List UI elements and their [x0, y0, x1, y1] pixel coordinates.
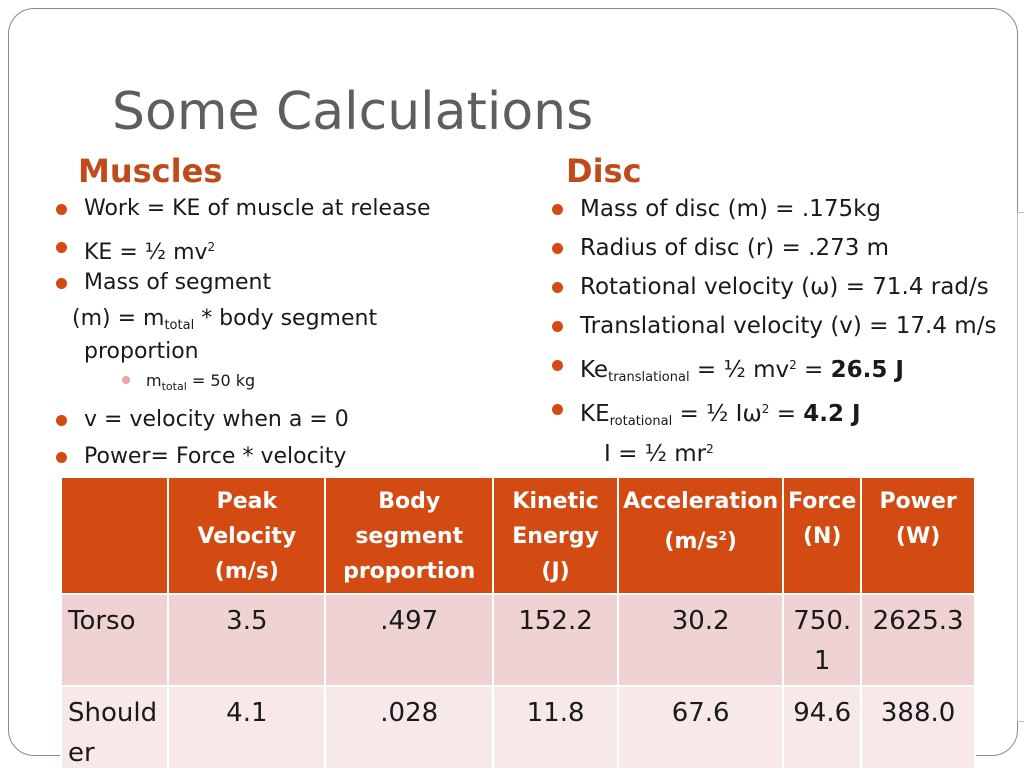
table-cell: 2625.3: [860, 593, 976, 687]
table-cell: 4.1: [167, 685, 327, 768]
list-item: Rotational velocity (ω) = 71.4 rad/s: [552, 272, 1010, 311]
list-item: Mass of segment: [56, 268, 504, 304]
list-item: KErotational = ½ Iω2 = 4.2 J: [552, 394, 1010, 434]
inertia-formula: I = ½ mr2: [604, 441, 714, 467]
table-cell: 67.6: [617, 685, 785, 768]
bullet-icon: [56, 415, 67, 426]
sub-bullet-icon: [122, 376, 130, 384]
bullet-icon: [552, 321, 563, 332]
header-peak-velocity: Peak Velocity (m/s): [167, 476, 327, 595]
table-cell: 152.2: [491, 593, 620, 687]
calculations-table: Peak Velocity (m/s) Body segment proport…: [59, 476, 976, 768]
table-cell: .497: [324, 593, 494, 687]
row-label: Torso: [59, 593, 170, 687]
bullet-icon: [552, 360, 563, 371]
list-item: Radius of disc (r) = .273 m: [552, 233, 1010, 272]
header-empty: [59, 476, 170, 595]
list-item: Power= Force * velocity: [56, 442, 504, 478]
list-item: Ketranslational = ½ mv2 = 26.5 J: [552, 350, 1010, 394]
table-cell: 94.6: [782, 685, 863, 768]
muscles-bullet-list: Work = KE of muscle at release KE = ½ mv…: [56, 194, 504, 478]
row-label: Shoulder: [59, 685, 170, 768]
muscles-heading: Muscles: [78, 152, 223, 190]
bullet-icon: [552, 204, 563, 215]
header-force: Force (N): [782, 476, 863, 595]
header-kinetic-energy: Kinetic Energy (J): [491, 476, 620, 595]
slide-edge-tab: [1017, 212, 1024, 722]
bullet-icon: [56, 452, 67, 463]
bullet-icon: [552, 404, 563, 415]
sub-list-item: mtotal = 50 kg: [122, 369, 504, 405]
list-item-continuation: proportion: [84, 339, 199, 364]
header-power: Power (W): [860, 476, 976, 595]
list-item: v = velocity when a = 0: [56, 405, 504, 442]
bullet-icon: [56, 242, 67, 253]
table-cell: 750.1: [782, 593, 863, 687]
table-cell: 388.0: [860, 685, 976, 768]
bullet-icon: [56, 204, 67, 215]
bullet-icon: [552, 243, 563, 254]
list-item: Work = KE of muscle at release: [56, 194, 504, 232]
header-body-segment-proportion: Body segment proportion: [324, 476, 494, 595]
table-cell: 11.8: [491, 685, 620, 768]
disc-bullet-list: Mass of disc (m) = .175kg Radius of disc…: [552, 194, 1010, 470]
slide-title: Some Calculations: [112, 82, 594, 142]
list-item-continuation: (m) = mtotal * body segment: [72, 306, 378, 333]
table-row: Shoulder 4.1 .028 11.8 67.6 94.6 388.0: [59, 685, 976, 768]
list-item: KE = ½ mv2: [56, 232, 504, 268]
table-cell: .028: [324, 685, 494, 768]
header-acceleration: Acceleration (m/s2): [617, 476, 785, 595]
bullet-icon: [552, 282, 563, 293]
bullet-icon: [56, 278, 67, 289]
table-header-row: Peak Velocity (m/s) Body segment proport…: [59, 476, 976, 595]
table-cell: 3.5: [167, 593, 327, 687]
list-item: Translational velocity (v) = 17.4 m/s: [552, 311, 1010, 350]
table-cell: 30.2: [617, 593, 785, 687]
list-item: Mass of disc (m) = .175kg: [552, 194, 1010, 233]
disc-heading: Disc: [566, 152, 642, 190]
table-row: Torso 3.5 .497 152.2 30.2 750.1 2625.3: [59, 593, 976, 687]
